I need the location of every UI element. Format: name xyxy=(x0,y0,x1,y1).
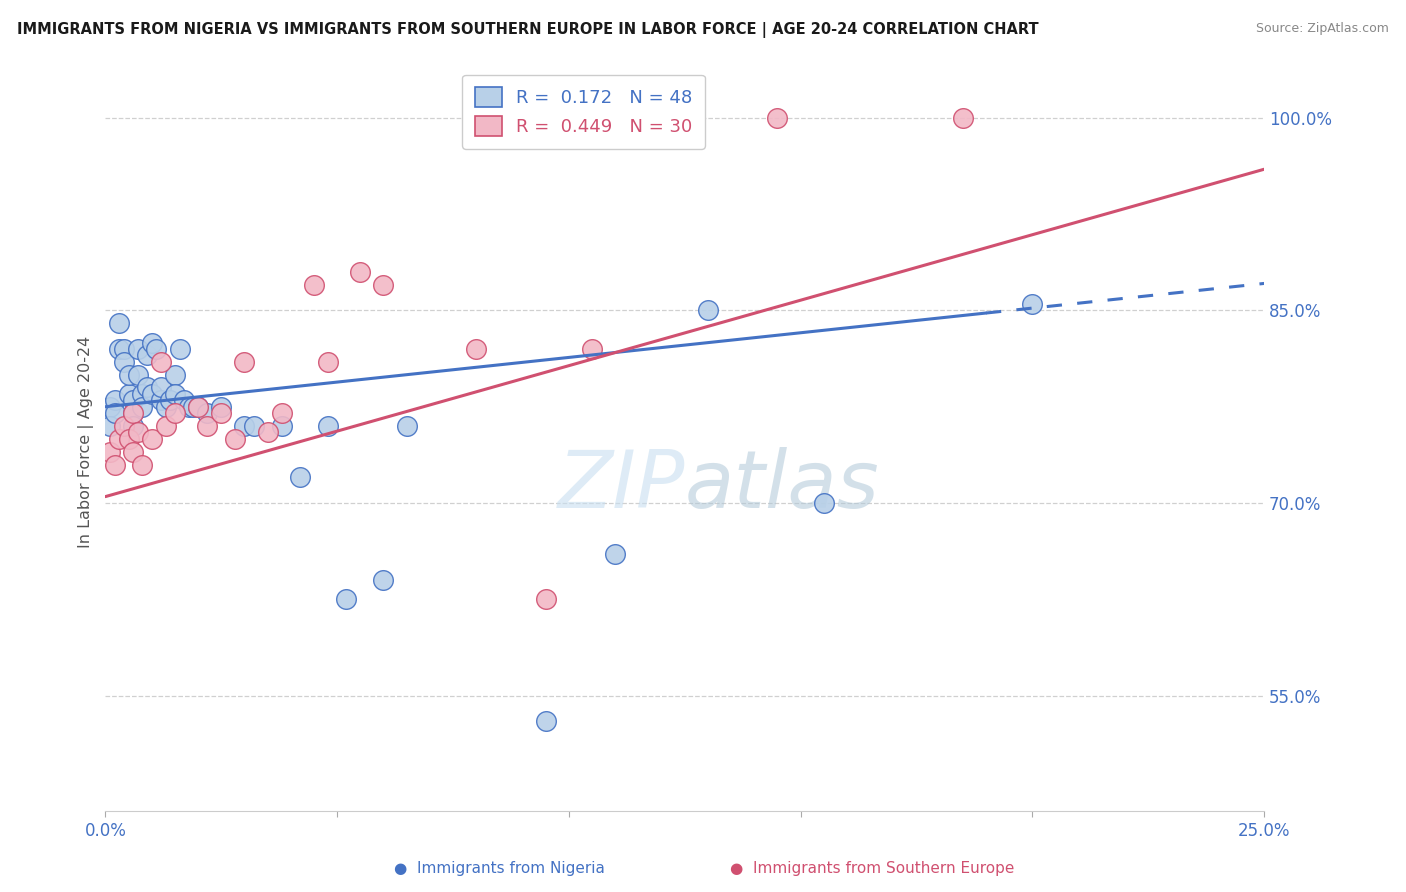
Point xyxy=(104,393,127,408)
Point xyxy=(122,393,145,408)
Point xyxy=(145,342,167,356)
Point xyxy=(104,458,127,472)
Point xyxy=(163,406,186,420)
Point xyxy=(131,458,153,472)
Point xyxy=(224,432,246,446)
Point xyxy=(335,592,357,607)
Point xyxy=(150,393,173,408)
Point xyxy=(581,342,603,356)
Point xyxy=(534,714,557,729)
Point xyxy=(195,419,218,434)
Point xyxy=(136,380,159,394)
Point xyxy=(233,419,256,434)
Point xyxy=(127,342,149,356)
Point xyxy=(131,387,153,401)
Point xyxy=(183,400,205,414)
Point xyxy=(316,419,339,434)
Text: ●  Immigrants from Nigeria: ● Immigrants from Nigeria xyxy=(394,861,605,876)
Point xyxy=(122,419,145,434)
Point xyxy=(169,342,191,356)
Point xyxy=(270,419,292,434)
Point xyxy=(605,547,627,561)
Point xyxy=(187,400,209,414)
Point xyxy=(187,400,209,414)
Point xyxy=(108,316,131,330)
Point xyxy=(627,111,650,125)
Point xyxy=(155,400,177,414)
Point xyxy=(316,355,339,369)
Point xyxy=(108,432,131,446)
Point xyxy=(233,355,256,369)
Point xyxy=(302,277,325,292)
Point xyxy=(117,368,139,382)
Point xyxy=(177,400,200,414)
Point xyxy=(1021,297,1043,311)
Point xyxy=(373,573,395,587)
Point xyxy=(141,335,163,350)
Point xyxy=(163,368,186,382)
Point xyxy=(136,348,159,362)
Point xyxy=(952,111,974,125)
Text: ●  Immigrants from Southern Europe: ● Immigrants from Southern Europe xyxy=(730,861,1014,876)
Y-axis label: In Labor Force | Age 20-24: In Labor Force | Age 20-24 xyxy=(79,336,94,549)
Point xyxy=(122,406,145,420)
Point xyxy=(209,400,232,414)
Point xyxy=(117,387,139,401)
Point xyxy=(373,277,395,292)
Point xyxy=(117,432,139,446)
Point xyxy=(141,387,163,401)
Point xyxy=(122,406,145,420)
Point xyxy=(288,470,311,484)
Point xyxy=(465,342,488,356)
Text: atlas: atlas xyxy=(685,448,880,525)
Point xyxy=(270,406,292,420)
Text: ZIP: ZIP xyxy=(557,448,685,525)
Point xyxy=(155,419,177,434)
Point xyxy=(766,111,789,125)
Point xyxy=(108,342,131,356)
Point xyxy=(256,425,278,440)
Point xyxy=(242,419,264,434)
Text: Source: ZipAtlas.com: Source: ZipAtlas.com xyxy=(1256,22,1389,36)
Point xyxy=(98,400,121,414)
Point xyxy=(696,303,718,318)
Point xyxy=(150,355,173,369)
Point xyxy=(534,592,557,607)
Point xyxy=(813,496,835,510)
Point xyxy=(112,419,135,434)
Point xyxy=(98,419,121,434)
Point xyxy=(122,444,145,458)
Legend: R =  0.172   N = 48, R =  0.449   N = 30: R = 0.172 N = 48, R = 0.449 N = 30 xyxy=(463,75,704,149)
Point xyxy=(98,444,121,458)
Point xyxy=(112,355,135,369)
Point xyxy=(395,419,418,434)
Point xyxy=(112,342,135,356)
Point xyxy=(173,393,195,408)
Point xyxy=(195,406,218,420)
Point xyxy=(159,393,181,408)
Point xyxy=(127,368,149,382)
Point xyxy=(131,400,153,414)
Point xyxy=(104,406,127,420)
Point xyxy=(163,387,186,401)
Text: IMMIGRANTS FROM NIGERIA VS IMMIGRANTS FROM SOUTHERN EUROPE IN LABOR FORCE | AGE : IMMIGRANTS FROM NIGERIA VS IMMIGRANTS FR… xyxy=(17,22,1039,38)
Point xyxy=(349,265,371,279)
Point xyxy=(150,380,173,394)
Point xyxy=(141,432,163,446)
Point xyxy=(127,425,149,440)
Point xyxy=(209,406,232,420)
